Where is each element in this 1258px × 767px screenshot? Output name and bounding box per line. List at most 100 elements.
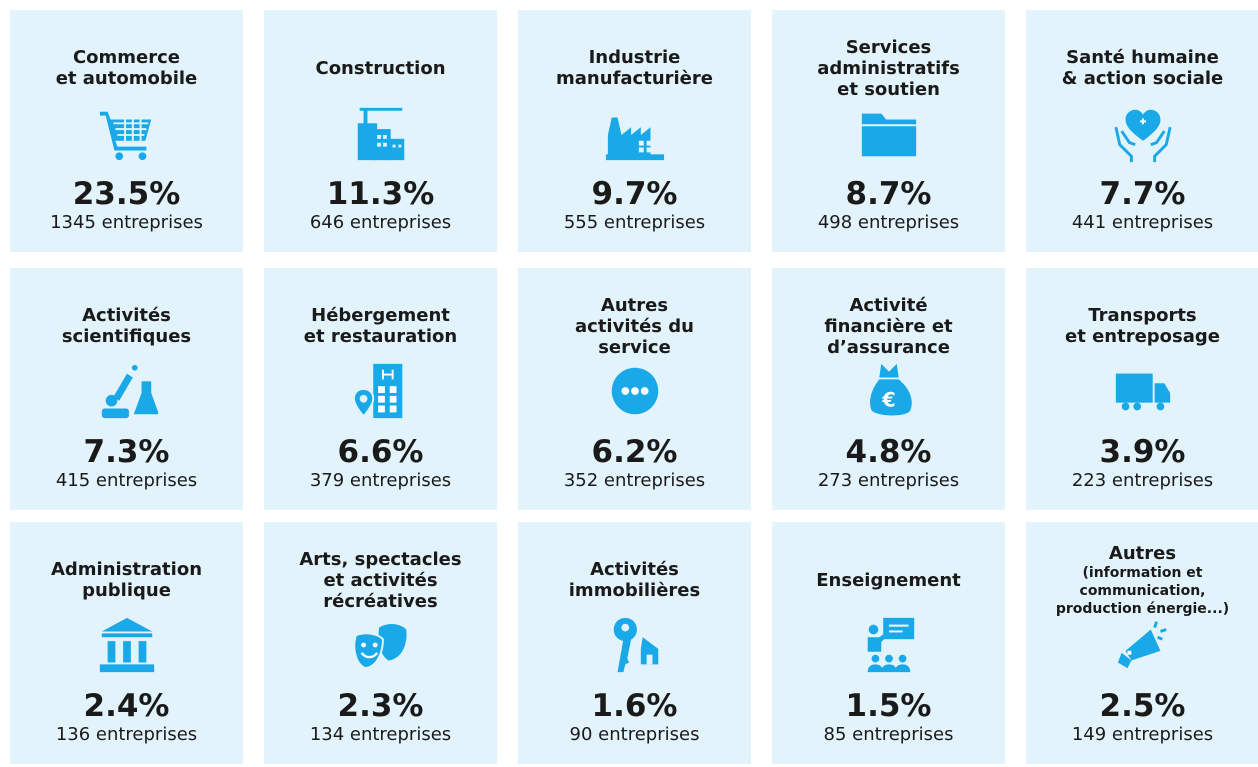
sector-title: Commerce et automobile: [10, 22, 243, 114]
sector-title: Arts, spectacles et activités récréatives: [264, 534, 497, 626]
sector-card: Construction 11.3% 646 entreprises: [264, 10, 497, 252]
title-line: récréatives: [323, 590, 438, 612]
sector-card: Activité financière et d’assurance €4.8% 273…: [772, 268, 1005, 510]
sector-title: Activités scientifiques: [10, 280, 243, 372]
sector-icon: [1117, 621, 1167, 669]
title-line: et automobile: [55, 68, 198, 89]
company-count: 441 entreprises: [1071, 212, 1214, 233]
sector-icon: [613, 617, 659, 673]
title-line: activités du: [575, 315, 694, 337]
percentage: 1.5%: [845, 688, 932, 724]
sector-card: Administration publique 2.4% 136 entreprise…: [10, 522, 243, 764]
percentage: 6.2%: [591, 434, 678, 470]
sector-icon: [867, 617, 915, 673]
percentage: 2.5%: [1099, 688, 1186, 724]
company-count: 498 entreprises: [817, 212, 960, 233]
title-line: financière et: [824, 315, 953, 337]
title-line: Commerce: [72, 47, 181, 68]
title-line: publique: [82, 580, 171, 601]
percentage: 8.7%: [845, 176, 932, 212]
company-count: 273 entreprises: [817, 470, 960, 491]
percentage: 3.9%: [1099, 434, 1186, 470]
sector-icon: [605, 117, 665, 161]
sector-icon: [99, 617, 155, 673]
title-line: scientifiques: [61, 326, 192, 347]
title-line: administratifs: [817, 57, 960, 79]
sector-icon: [1115, 373, 1171, 411]
sector-icon: [611, 367, 659, 415]
company-count: 1345 entreprises: [50, 212, 203, 233]
company-count: 415 entreprises: [55, 470, 198, 491]
company-count: 555 entreprises: [563, 212, 706, 233]
company-count: 90 entreprises: [569, 724, 700, 745]
title-line: Arts, spectacles: [299, 548, 462, 570]
title-line: Autres: [1108, 542, 1177, 564]
sector-title: Autres (information et communication, produ…: [1026, 534, 1258, 626]
title-line: Industrie: [588, 47, 681, 68]
sector-icon: €: [870, 363, 912, 416]
company-count: 379 entreprises: [309, 470, 452, 491]
sector-card: Hébergement et restauration 6.6% 379 entrep…: [264, 268, 497, 510]
sector-title: Enseignement: [772, 534, 1005, 626]
sector-card: Services administratifs et soutien 8.7% 498 …: [772, 10, 1005, 252]
sector-card: Transports et entreposage 3.9% 223 entrepri…: [1026, 268, 1258, 510]
percentage: 1.6%: [591, 688, 678, 724]
title-line: Transports: [1088, 305, 1197, 326]
company-count: 136 entreprises: [55, 724, 198, 745]
percentage: 2.4%: [83, 688, 170, 724]
title-line: manufacturière: [556, 68, 713, 89]
sector-card: Autres (information et communication, produ…: [1026, 522, 1258, 764]
sector-card: Activités scientifiques 7.3% 415 entreprise…: [10, 268, 243, 510]
sector-card: Santé humaine & action sociale 7.7% 441 ent…: [1026, 10, 1258, 252]
sector-icon: [861, 113, 917, 157]
sector-icon: [99, 111, 152, 161]
sector-icon: [1114, 109, 1172, 163]
sector-title: Activités immobilières: [518, 534, 751, 626]
title-line: (information et: [1082, 564, 1203, 581]
svg-text:€: €: [881, 389, 895, 412]
sector-title: Autres activités du service: [518, 280, 751, 372]
percentage: 7.3%: [83, 434, 170, 470]
title-line: et activités: [323, 569, 438, 591]
title-line: et entreposage: [1065, 326, 1220, 347]
sector-icon: [353, 624, 407, 670]
title-line: Services: [845, 36, 932, 58]
title-line: Enseignement: [816, 569, 961, 591]
company-count: 85 entreprises: [823, 724, 954, 745]
title-line: d’assurance: [827, 336, 950, 358]
sector-card: Autres activités du service 6.2% 352 entrepr…: [518, 268, 751, 510]
sector-title: Hébergement et restauration: [264, 280, 497, 372]
sector-icon: [357, 107, 405, 161]
sector-card: Commerce et automobile 23.5% 1345 entrepris…: [10, 10, 243, 252]
title-line: Hébergement: [311, 305, 450, 326]
percentage: 11.3%: [326, 176, 435, 212]
title-line: Autres: [600, 294, 669, 316]
company-count: 134 entreprises: [309, 724, 452, 745]
sector-title: Santé humaine & action sociale: [1026, 22, 1258, 114]
sector-icon: [101, 364, 158, 419]
title-line: Activités: [590, 559, 679, 580]
sector-title: Activité financière et d’assurance: [772, 280, 1005, 372]
title-line: communication,: [1079, 582, 1206, 599]
title-line: service: [598, 336, 671, 358]
company-count: 646 entreprises: [309, 212, 452, 233]
company-count: 149 entreprises: [1071, 724, 1214, 745]
title-line: Administration: [50, 559, 203, 580]
title-line: Activité: [849, 294, 928, 316]
title-line: immobilières: [568, 580, 701, 601]
percentage: 7.7%: [1099, 176, 1186, 212]
sector-title: Administration publique: [10, 534, 243, 626]
percentage: 9.7%: [591, 176, 678, 212]
sector-title: Construction: [264, 22, 497, 114]
title-line: & action sociale: [1061, 68, 1224, 89]
sector-title: Industrie manufacturière: [518, 22, 751, 114]
company-count: 223 entreprises: [1071, 470, 1214, 491]
percentage: 6.6%: [337, 434, 424, 470]
percentage: 4.8%: [845, 434, 932, 470]
percentage: 23.5%: [72, 176, 181, 212]
title-line: Construction: [315, 57, 446, 79]
title-line: et restauration: [303, 326, 458, 347]
title-line: Activités: [82, 305, 171, 326]
sector-card: Activités immobilières 1.6% 90 entreprises: [518, 522, 751, 764]
